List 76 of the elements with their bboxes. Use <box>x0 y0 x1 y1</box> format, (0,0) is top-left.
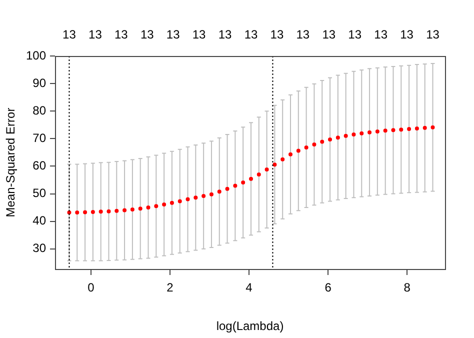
point <box>209 192 214 196</box>
point <box>399 128 404 132</box>
y-tick-label: 70 <box>32 130 46 145</box>
y-axis-title: Mean-Squared Error <box>4 108 18 218</box>
point <box>194 196 198 200</box>
point <box>186 197 190 202</box>
y-tick-label: 40 <box>32 214 46 228</box>
x-tick-label: 0 <box>88 280 95 295</box>
text: 13 <box>218 27 232 42</box>
x-axis-title: log(Lambda) <box>216 319 284 334</box>
point <box>122 208 127 212</box>
text: 13 <box>296 27 310 42</box>
y-tick-label: 30 <box>32 241 46 256</box>
y-tick-label: 80 <box>32 103 46 118</box>
point <box>114 208 119 213</box>
point <box>328 137 332 142</box>
point <box>98 210 103 214</box>
point <box>422 126 427 130</box>
point <box>312 142 316 146</box>
point <box>75 210 80 215</box>
point <box>360 131 364 136</box>
text: 13 <box>400 27 414 42</box>
point <box>414 126 419 130</box>
point <box>280 157 285 162</box>
y-tick-label: 60 <box>32 158 46 173</box>
point <box>430 125 435 130</box>
text: 13 <box>140 27 154 42</box>
point <box>320 140 324 144</box>
point <box>130 207 134 212</box>
point <box>138 206 142 211</box>
point <box>336 136 340 140</box>
point <box>170 200 174 205</box>
point <box>264 168 269 172</box>
point <box>178 199 182 204</box>
point <box>202 194 206 198</box>
x-tick-label: 8 <box>404 280 411 295</box>
point <box>304 145 308 150</box>
point <box>154 204 158 208</box>
text: 13 <box>374 27 388 42</box>
point <box>368 130 372 134</box>
point <box>288 152 292 156</box>
point <box>391 128 396 132</box>
point <box>375 130 380 134</box>
point <box>272 162 277 167</box>
y-tick-label: 90 <box>32 76 46 90</box>
point <box>233 184 238 188</box>
point <box>90 210 95 214</box>
text: 13 <box>114 27 128 42</box>
point <box>248 176 253 181</box>
text: 13 <box>62 27 76 42</box>
text: 13 <box>426 27 440 42</box>
point <box>352 132 356 137</box>
point <box>162 202 166 207</box>
text: 13 <box>348 27 362 42</box>
point <box>407 127 412 132</box>
point <box>256 172 261 176</box>
text: 13 <box>244 27 258 42</box>
point <box>383 128 388 133</box>
text: 13 <box>270 27 284 42</box>
text: 13 <box>192 27 206 42</box>
y-tick-label: 100 <box>26 48 46 62</box>
point <box>217 190 222 194</box>
text: 13 <box>166 27 180 42</box>
x-tick-label: 2 <box>166 280 174 295</box>
point <box>225 186 230 191</box>
point <box>344 134 348 138</box>
text: 13 <box>322 27 336 42</box>
point <box>146 206 150 210</box>
point <box>241 180 246 184</box>
x-tick-label: 6 <box>324 280 332 295</box>
x-tick-label: 4 <box>246 280 253 295</box>
point <box>83 210 88 214</box>
text: 13 <box>88 27 102 42</box>
y-tick-label: 50 <box>32 186 46 200</box>
point <box>296 148 300 153</box>
point <box>106 209 111 214</box>
